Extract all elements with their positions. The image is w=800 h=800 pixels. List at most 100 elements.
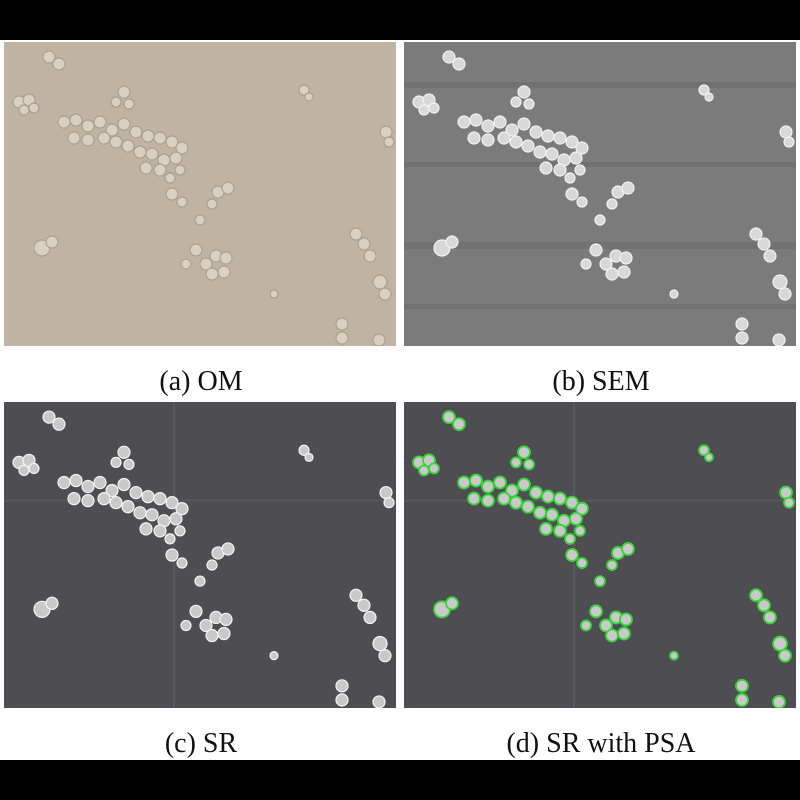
microsphere [735, 678, 749, 693]
microsphere [221, 542, 235, 556]
microsphere [194, 575, 206, 587]
microsphere [176, 196, 188, 208]
microsphere [553, 523, 567, 538]
microsphere [565, 135, 579, 149]
microsphere [153, 131, 167, 145]
microsphere [539, 521, 553, 536]
microsphere [164, 172, 176, 184]
microsphere [772, 274, 788, 290]
microsphere [529, 125, 543, 139]
microsphere [52, 417, 66, 431]
microsphere [763, 249, 777, 263]
microsphere [606, 198, 618, 210]
microsphere [133, 506, 147, 520]
microsphere [174, 525, 186, 537]
image-background [404, 402, 796, 708]
microsphere [372, 635, 388, 652]
image-background [4, 42, 396, 346]
scan-streak [404, 304, 796, 309]
microsphere [565, 548, 579, 562]
microsphere [589, 243, 603, 257]
microsphere [81, 119, 95, 133]
microsphere [749, 227, 763, 241]
microsphere [335, 693, 349, 707]
microsphere [589, 604, 603, 619]
microsphere [605, 267, 619, 281]
microsphere [69, 473, 83, 488]
microsphere [269, 289, 279, 299]
microsphere [67, 131, 81, 145]
microsphere [576, 557, 588, 569]
microsphere [617, 265, 631, 279]
microsphere [141, 129, 155, 143]
microsphere [28, 462, 40, 475]
microsphere [383, 497, 395, 509]
microsphere [469, 473, 483, 488]
microsphere [594, 214, 606, 226]
microsphere [445, 596, 459, 611]
sr-image [4, 402, 396, 708]
microsphere [221, 181, 235, 195]
microsphere [164, 533, 176, 545]
microsphere [129, 125, 143, 139]
microsphere [117, 117, 131, 131]
microsphere [180, 258, 192, 270]
microsphere [617, 626, 631, 641]
microsphere [735, 693, 749, 707]
microsphere [45, 235, 59, 249]
microsphere [165, 187, 179, 201]
microsphere [457, 115, 471, 129]
microsphere [594, 575, 606, 588]
caption-sr-psa: (d) SR with PSA [506, 728, 696, 759]
microsphere [481, 119, 495, 133]
microsphere [93, 475, 107, 490]
microsphere [565, 495, 579, 510]
microsphere [493, 475, 507, 490]
microsphere [565, 187, 579, 201]
microsphere [194, 214, 206, 226]
microsphere [176, 557, 188, 569]
microsphere [335, 317, 349, 331]
microsphere [599, 257, 613, 271]
microsphere [145, 147, 159, 161]
microsphere [505, 483, 519, 498]
microsphere [174, 164, 186, 176]
microsphere [153, 163, 167, 177]
microsphere [481, 493, 495, 508]
microsphere [110, 456, 122, 469]
microsphere [452, 57, 466, 71]
microsphere [457, 475, 471, 490]
microsphere [517, 477, 531, 492]
microsphere [418, 104, 430, 116]
microsphere [175, 502, 189, 516]
sem-image [404, 42, 796, 346]
microsphere [772, 333, 786, 346]
microsphere [165, 496, 179, 510]
microsphere [467, 491, 481, 506]
scan-streak [404, 162, 796, 167]
microsphere [117, 445, 131, 459]
microsphere [698, 84, 710, 96]
microsphere [481, 479, 495, 494]
microsphere [763, 610, 777, 625]
microsphere [81, 494, 95, 508]
microsphere [97, 131, 111, 145]
microsphere [545, 507, 559, 522]
microsphere [383, 136, 395, 148]
microsphere [445, 235, 459, 249]
microsphere [517, 445, 531, 460]
microsphere [523, 458, 535, 471]
microsphere [189, 243, 203, 257]
microsphere [117, 85, 131, 99]
microsphere [180, 619, 192, 632]
microsphere [349, 227, 363, 241]
microsphere [428, 462, 440, 475]
microsphere [219, 612, 233, 627]
microsphere [109, 135, 123, 149]
microsphere [81, 479, 95, 494]
microsphere [772, 635, 788, 652]
microsphere [779, 125, 793, 139]
microsphere [217, 626, 231, 641]
microsphere [523, 98, 535, 110]
microsphere [379, 125, 393, 139]
